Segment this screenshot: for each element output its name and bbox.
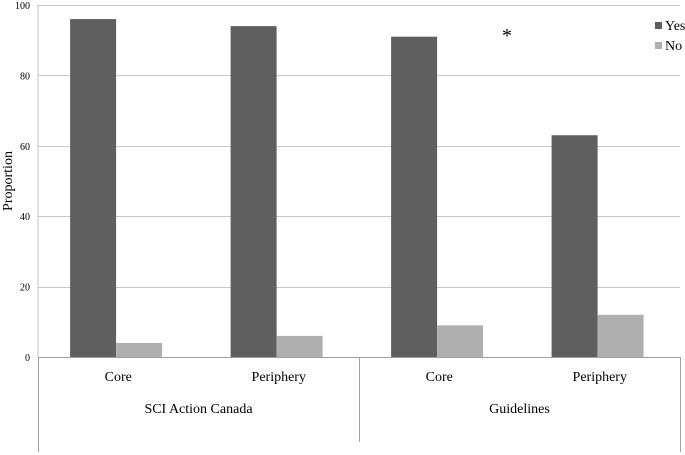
x-group-labels: SCI Action Canada Guidelines xyxy=(144,402,549,417)
y-tick-label: 0 xyxy=(25,353,30,364)
y-tick-label: 20 xyxy=(20,283,30,294)
legend-swatch-no xyxy=(655,42,662,49)
x-category-label: Core xyxy=(426,370,453,385)
bar-no-1 xyxy=(116,342,163,357)
legend-label-yes: Yes xyxy=(665,19,685,34)
y-tick-label: 100 xyxy=(15,1,30,12)
x-category-label: Periphery xyxy=(573,370,627,385)
bar-no-4 xyxy=(597,314,644,357)
x-group-label: SCI Action Canada xyxy=(144,402,253,417)
axes xyxy=(37,5,681,452)
y-tick-labels: 0 20 40 60 80 100 xyxy=(15,1,30,364)
y-tick-label: 80 xyxy=(20,71,30,82)
legend-label-no: No xyxy=(665,39,682,54)
significance-asterisk: * xyxy=(502,25,512,47)
x-category-label: Periphery xyxy=(252,370,306,385)
x-category-labels: Core Periphery Core Periphery xyxy=(105,370,627,385)
legend: Yes No xyxy=(655,19,685,54)
bar-yes-4 xyxy=(551,135,598,357)
y-tick-label: 40 xyxy=(20,212,30,223)
bar-yes-2 xyxy=(230,26,277,358)
bar-yes-3 xyxy=(391,36,438,358)
bar-no-2 xyxy=(276,335,323,357)
legend-swatch-yes xyxy=(655,22,662,29)
x-category-label: Core xyxy=(105,370,132,385)
bars xyxy=(70,19,644,358)
x-group-label: Guidelines xyxy=(489,402,550,417)
y-axis-label: Proportion xyxy=(1,151,16,211)
y-tick-label: 60 xyxy=(20,142,30,153)
bar-no-3 xyxy=(437,325,484,357)
bar-yes-1 xyxy=(70,19,117,358)
